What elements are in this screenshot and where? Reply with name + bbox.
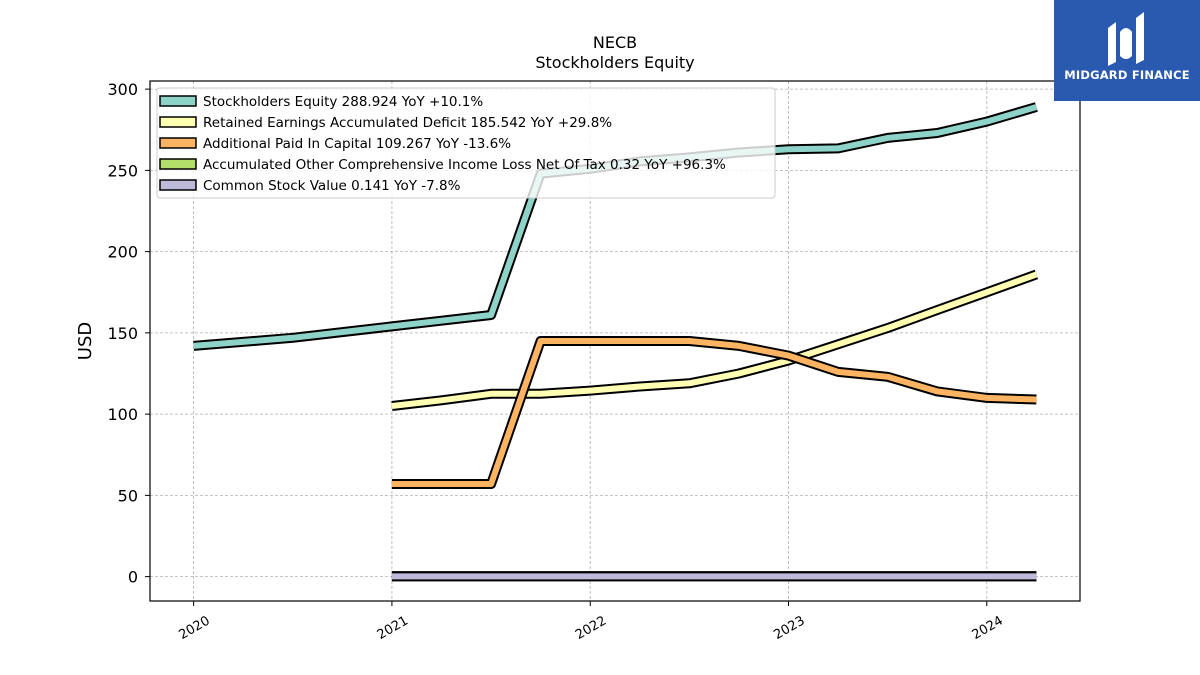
legend-label: Common Stock Value 0.141 YoY -7.8%	[203, 178, 461, 194]
legend-swatch	[159, 179, 197, 191]
legend-label: Retained Earnings Accumulated Deficit 18…	[203, 115, 612, 131]
y-tick-label: 200	[107, 243, 138, 262]
logo-text: MIDGARD FINANCE	[1064, 68, 1190, 82]
y-axis: 0 50 100 150 200 250 300	[107, 80, 150, 587]
y-tick-label: 100	[107, 405, 138, 424]
midgard-finance-logo: MIDGARD FINANCE	[1054, 0, 1200, 101]
y-tick-label: 250	[107, 161, 138, 180]
series-line	[391, 271, 1038, 409]
plot-frame	[149, 80, 1081, 602]
legend-swatch	[159, 137, 197, 149]
legend-swatch	[159, 116, 197, 128]
legend-box	[156, 87, 776, 199]
legend-swatch	[159, 158, 197, 170]
y-tick-label: 150	[107, 324, 138, 343]
chart-title: NECB	[593, 33, 637, 52]
y-tick-label: 50	[118, 486, 138, 505]
y-axis-label: USD	[75, 322, 96, 360]
chart-subtitle: Stockholders Equity	[535, 53, 694, 72]
legend: Stockholders Equity 288.924 YoY +10.1% Re…	[156, 87, 776, 199]
legend-label: Accumulated Other Comprehensive Income L…	[203, 157, 726, 173]
y-tick-label: 0	[128, 568, 138, 587]
y-tick-label: 300	[107, 80, 138, 99]
logo-mark-icon	[1108, 12, 1144, 66]
legend-swatch	[159, 95, 197, 107]
series-2	[391, 336, 1037, 489]
series-1	[391, 269, 1039, 411]
legend-label: Stockholders Equity 288.924 YoY +10.1%	[203, 94, 483, 110]
series-line	[391, 338, 1037, 487]
legend-label: Additional Paid In Capital 109.267 YoY -…	[203, 136, 511, 152]
